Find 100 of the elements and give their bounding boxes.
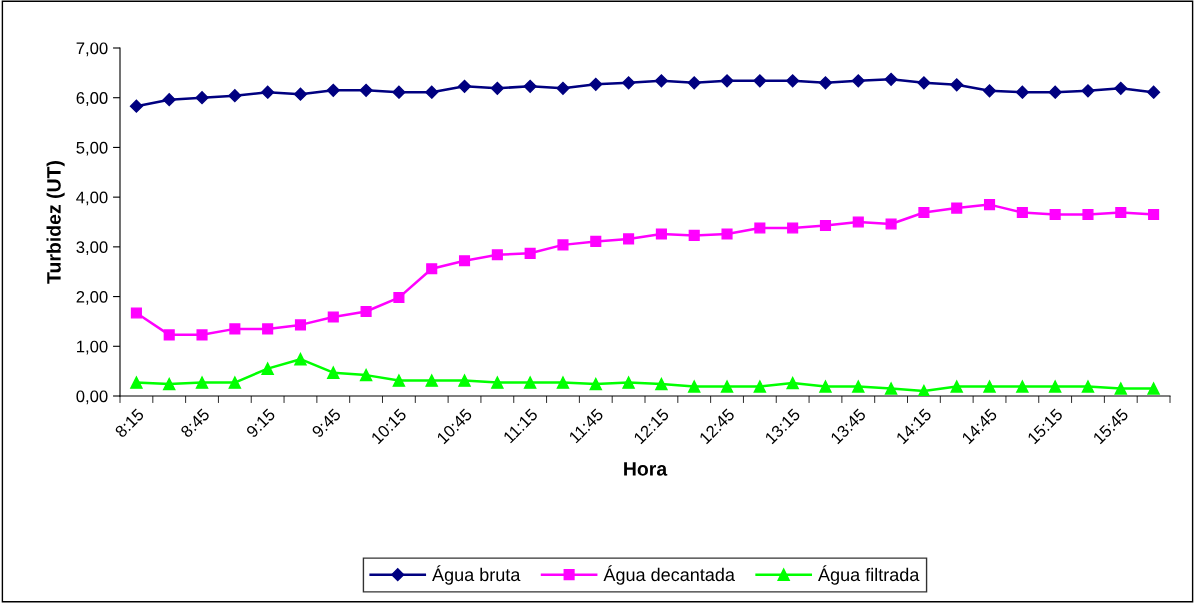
point [983, 380, 996, 393]
point [983, 199, 996, 211]
point [917, 384, 931, 396]
point [228, 376, 242, 389]
legend-label: Água filtrada [818, 565, 920, 585]
y-tick-label: 6,00 [76, 92, 108, 106]
point [1147, 382, 1160, 395]
point [819, 219, 832, 232]
point [753, 74, 767, 88]
point [393, 292, 405, 304]
point [753, 380, 767, 393]
point [951, 202, 963, 214]
point [852, 216, 864, 228]
point [1016, 380, 1029, 393]
point [326, 83, 340, 97]
point [523, 79, 537, 93]
point [261, 362, 274, 375]
point [524, 247, 536, 259]
point [426, 263, 438, 275]
point [392, 85, 406, 99]
point [654, 74, 668, 88]
point [851, 74, 865, 88]
point [786, 74, 800, 88]
point [1114, 81, 1128, 95]
point [687, 76, 701, 90]
point [458, 255, 471, 267]
point [294, 319, 307, 331]
point [1082, 208, 1094, 221]
point [720, 74, 734, 88]
point [359, 83, 373, 97]
point [1016, 206, 1028, 219]
point [1147, 85, 1161, 99]
point [589, 77, 603, 91]
point [917, 76, 931, 90]
point [623, 233, 635, 245]
point [1048, 380, 1062, 393]
point [293, 87, 308, 101]
point [819, 380, 832, 393]
point [130, 307, 142, 319]
point [884, 72, 898, 86]
y-tick-label: 2,00 [76, 290, 108, 305]
point [918, 206, 930, 219]
point [458, 374, 471, 387]
point [852, 380, 865, 393]
point [523, 376, 537, 389]
point [262, 323, 274, 335]
x-axis-title: Hora [624, 462, 668, 476]
point [229, 323, 241, 335]
point [425, 85, 439, 99]
point [1049, 208, 1061, 221]
point [1015, 85, 1029, 99]
point [884, 382, 898, 395]
legend-label: Água bruta [432, 565, 521, 585]
y-tick-label: 0,00 [76, 390, 108, 405]
point [589, 377, 603, 391]
point [327, 311, 339, 323]
point [294, 352, 307, 366]
y-tick-label: 7,00 [76, 42, 108, 57]
point [688, 229, 700, 241]
point [195, 91, 209, 105]
point [590, 235, 602, 247]
point [457, 79, 472, 93]
point [130, 376, 143, 389]
point [1081, 380, 1095, 393]
point [982, 84, 997, 98]
point [359, 368, 373, 382]
point [885, 218, 897, 230]
y-tick-label: 4,00 [76, 191, 108, 206]
point [261, 85, 275, 99]
point [327, 366, 340, 379]
legend-label: Água decantada [603, 565, 735, 585]
point [1081, 84, 1095, 98]
y-tick-label: 3,00 [76, 241, 108, 256]
y-axis-title: Turbidez (UT) [46, 161, 65, 284]
point [425, 374, 438, 387]
point [1114, 382, 1128, 395]
point [491, 249, 503, 261]
point [228, 89, 242, 103]
point [556, 376, 570, 389]
point [950, 78, 964, 92]
point [721, 228, 733, 240]
point [687, 380, 701, 393]
point [787, 222, 799, 234]
point [655, 228, 667, 240]
point [786, 376, 799, 390]
point [491, 376, 504, 389]
point [556, 81, 570, 95]
point [557, 239, 569, 251]
point [490, 81, 504, 95]
point [754, 222, 766, 234]
point [655, 377, 668, 391]
point [1148, 208, 1160, 221]
point [720, 380, 734, 393]
point [1115, 206, 1127, 219]
point [129, 99, 143, 113]
point [195, 376, 209, 389]
point [622, 376, 635, 389]
point [360, 305, 372, 318]
point [392, 374, 406, 387]
y-tick-label: 1,00 [77, 340, 108, 355]
